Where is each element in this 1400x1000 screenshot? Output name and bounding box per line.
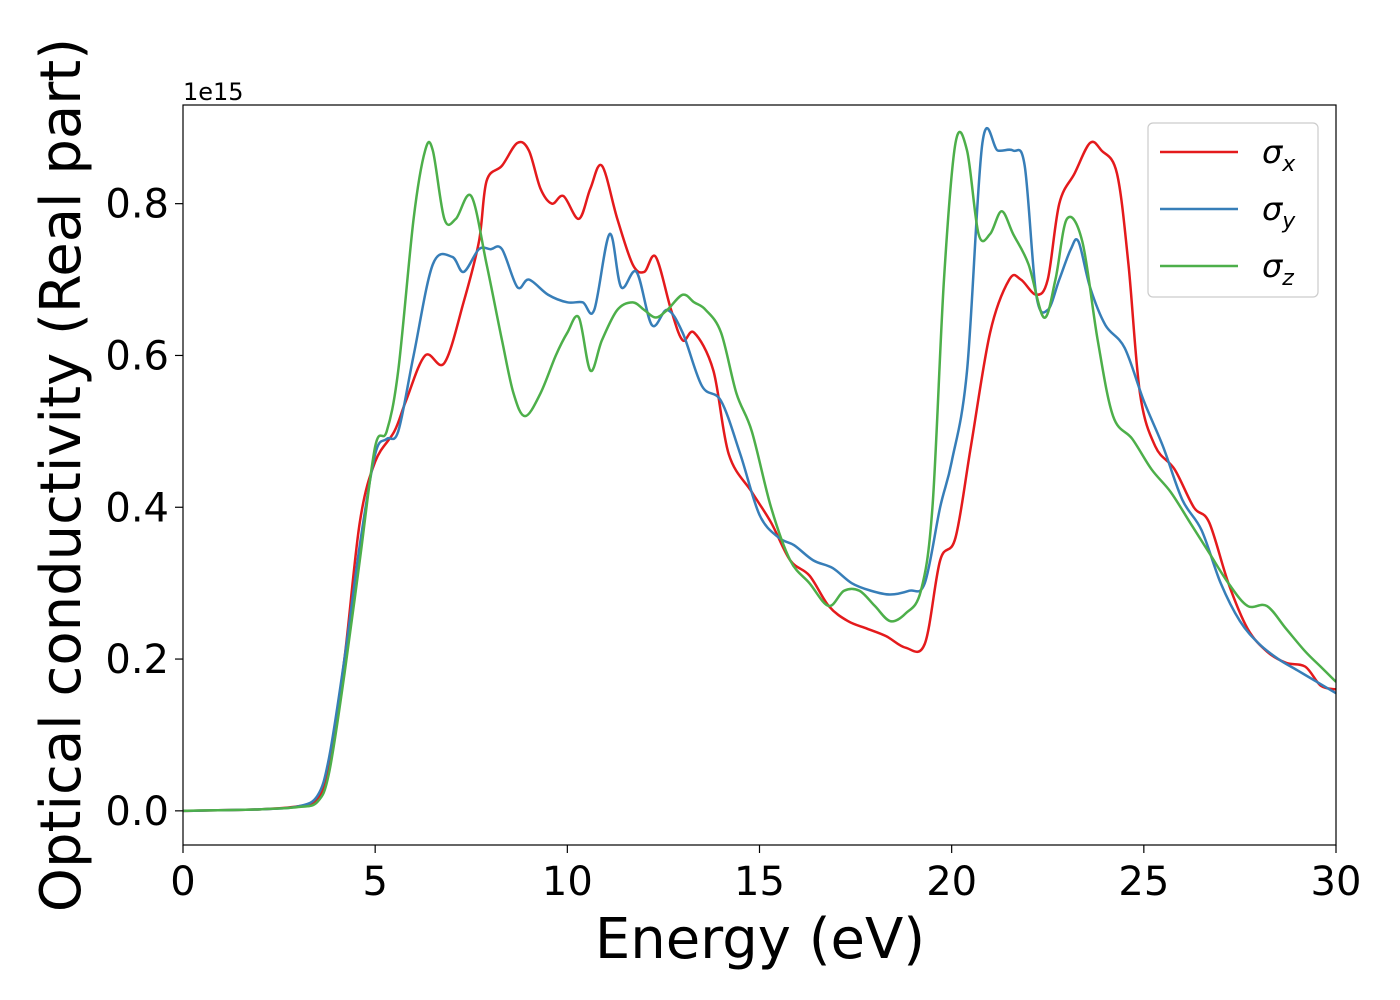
legend-label-x: σx bbox=[1262, 133, 1296, 177]
legend: σx σy σz bbox=[1147, 122, 1319, 298]
y-axis: 0.0 0.2 0.4 0.6 0.8 bbox=[105, 182, 183, 835]
y-tick-label: 0.8 bbox=[105, 182, 169, 228]
series-line-y bbox=[183, 126, 1336, 813]
y-tick-label: 0.0 bbox=[105, 789, 169, 835]
x-tick-label: 20 bbox=[926, 859, 977, 905]
x-axis-title: Energy (eV) bbox=[595, 907, 925, 972]
x-axis: 0 5 10 15 20 25 30 bbox=[170, 845, 1361, 905]
x-tick-label: 0 bbox=[170, 859, 195, 905]
x-tick-label: 15 bbox=[734, 859, 785, 905]
x-tick-label: 30 bbox=[1311, 859, 1362, 905]
y-tick-label: 0.6 bbox=[105, 333, 169, 379]
legend-label-z: σz bbox=[1262, 247, 1294, 291]
series-line-x bbox=[183, 140, 1336, 813]
y-tick-label: 0.2 bbox=[105, 637, 169, 683]
y-offset-label: 1e15 bbox=[183, 78, 244, 106]
y-axis-title: Optical conductivity (Real part) bbox=[29, 38, 94, 912]
legend-label-y: σy bbox=[1262, 190, 1296, 234]
plot-area bbox=[183, 126, 1336, 813]
x-tick-label: 25 bbox=[1118, 859, 1169, 905]
x-tick-label: 5 bbox=[362, 859, 387, 905]
x-tick-label: 10 bbox=[542, 859, 593, 905]
y-tick-label: 0.4 bbox=[105, 485, 169, 531]
series-line-z bbox=[183, 130, 1336, 813]
